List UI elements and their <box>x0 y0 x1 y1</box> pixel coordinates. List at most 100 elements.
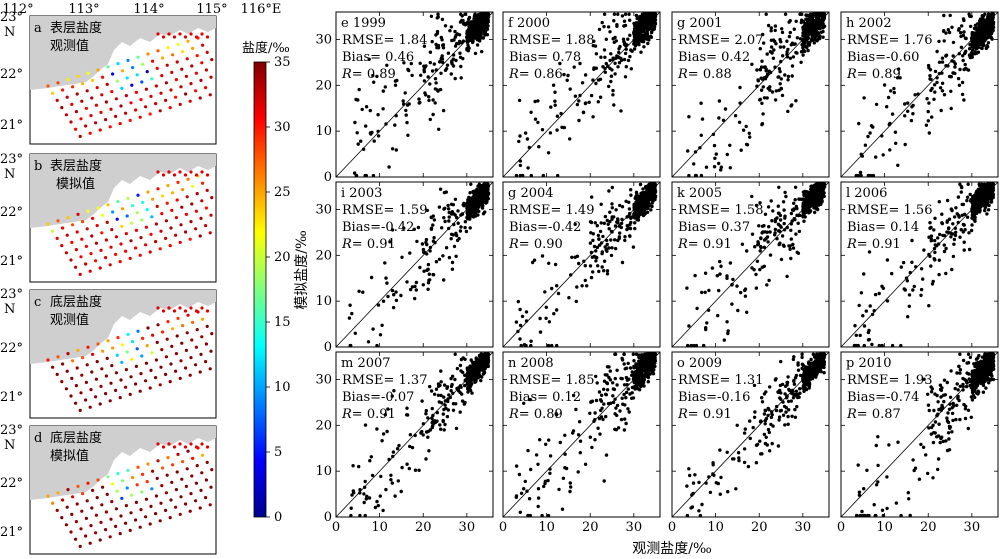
y-tick-label: 30 <box>315 33 332 48</box>
lon-label: 114° <box>133 2 164 17</box>
data-point <box>418 101 421 104</box>
data-point <box>642 29 645 32</box>
data-point <box>541 128 544 131</box>
data-point <box>862 272 865 275</box>
data-point <box>953 65 956 68</box>
data-point <box>628 55 631 58</box>
data-point <box>859 334 862 337</box>
station-dot <box>126 197 129 200</box>
data-point <box>362 148 365 151</box>
data-point <box>887 96 890 99</box>
station-dot <box>110 500 113 503</box>
data-point <box>717 162 720 165</box>
data-point <box>789 57 792 60</box>
station-dot <box>206 51 209 54</box>
data-point <box>642 40 645 43</box>
data-point <box>441 254 444 257</box>
data-point <box>790 222 793 225</box>
data-point <box>603 56 606 59</box>
data-point <box>632 245 635 248</box>
data-point <box>447 219 450 222</box>
data-point <box>400 256 403 259</box>
station-dot <box>111 210 114 213</box>
station-dot <box>124 522 127 525</box>
data-point <box>695 174 698 177</box>
colorbar: 盐度/‰ 05101520253035 <box>242 40 291 525</box>
data-point <box>960 46 963 49</box>
data-point <box>792 246 795 249</box>
station-dot <box>189 220 192 223</box>
station-dot <box>164 237 167 240</box>
data-point <box>567 296 570 299</box>
panel-title: k 2005 <box>677 186 722 201</box>
data-point <box>748 135 751 138</box>
data-point <box>820 183 823 186</box>
station-dot <box>196 192 199 195</box>
scatter-panel-2000: f 2000RMSE= 1.88Bias= 0.78R= 0.86 <box>503 12 660 177</box>
data-point <box>384 85 387 88</box>
station-dot <box>199 79 202 82</box>
data-point <box>641 19 644 22</box>
data-point <box>821 190 824 193</box>
data-point <box>395 114 398 117</box>
data-point <box>431 113 434 116</box>
data-point <box>618 61 621 64</box>
station-dot <box>80 100 83 103</box>
station-dot <box>199 506 202 509</box>
data-point <box>626 224 629 227</box>
station-dot <box>155 358 158 361</box>
data-point <box>606 243 609 246</box>
data-point <box>613 238 616 241</box>
data-point <box>929 264 932 267</box>
data-point <box>427 99 430 102</box>
station-dot <box>116 80 119 83</box>
data-point <box>807 20 810 23</box>
data-point <box>928 77 931 80</box>
data-point <box>461 213 464 216</box>
station-dot <box>145 362 148 365</box>
data-point <box>758 268 761 271</box>
data-point <box>591 115 594 118</box>
station-dot <box>125 504 128 507</box>
data-point <box>429 61 432 64</box>
data-point <box>603 13 606 16</box>
station-dot <box>110 228 113 231</box>
data-point <box>810 200 813 203</box>
data-point <box>541 254 544 257</box>
data-point <box>705 321 708 324</box>
station-dot <box>146 190 149 193</box>
scatter-panel-2003: 0102030i 2003RMSE= 1.59Bias=-0.42R= 0.91 <box>315 182 493 355</box>
station-dot <box>184 35 187 38</box>
data-point <box>958 52 961 55</box>
data-point <box>367 340 370 343</box>
station-dot <box>154 102 157 105</box>
data-point <box>555 128 558 131</box>
data-point <box>521 315 524 318</box>
data-point <box>566 79 569 82</box>
station-dot <box>186 314 189 317</box>
data-point <box>549 131 552 134</box>
data-point <box>686 344 689 347</box>
data-point <box>805 14 808 17</box>
colorbar-label: 盐度/‰ <box>242 40 290 56</box>
data-point <box>533 100 536 103</box>
data-point <box>402 99 405 102</box>
station-dot <box>126 59 129 62</box>
station-dot <box>100 503 103 506</box>
r-label: R= 0.89 <box>341 67 396 82</box>
station-dot <box>86 72 89 75</box>
data-point <box>952 41 955 44</box>
data-point <box>427 95 430 98</box>
station-dot <box>175 216 178 219</box>
station-dot <box>199 353 202 356</box>
colorbar-tick-label: 15 <box>274 315 291 330</box>
data-point <box>483 30 486 33</box>
data-point <box>393 123 396 126</box>
data-point <box>365 105 368 108</box>
station-dot <box>95 242 98 245</box>
station-dot <box>106 475 109 478</box>
data-point <box>614 247 617 250</box>
data-point <box>893 91 896 94</box>
data-point <box>627 59 630 62</box>
